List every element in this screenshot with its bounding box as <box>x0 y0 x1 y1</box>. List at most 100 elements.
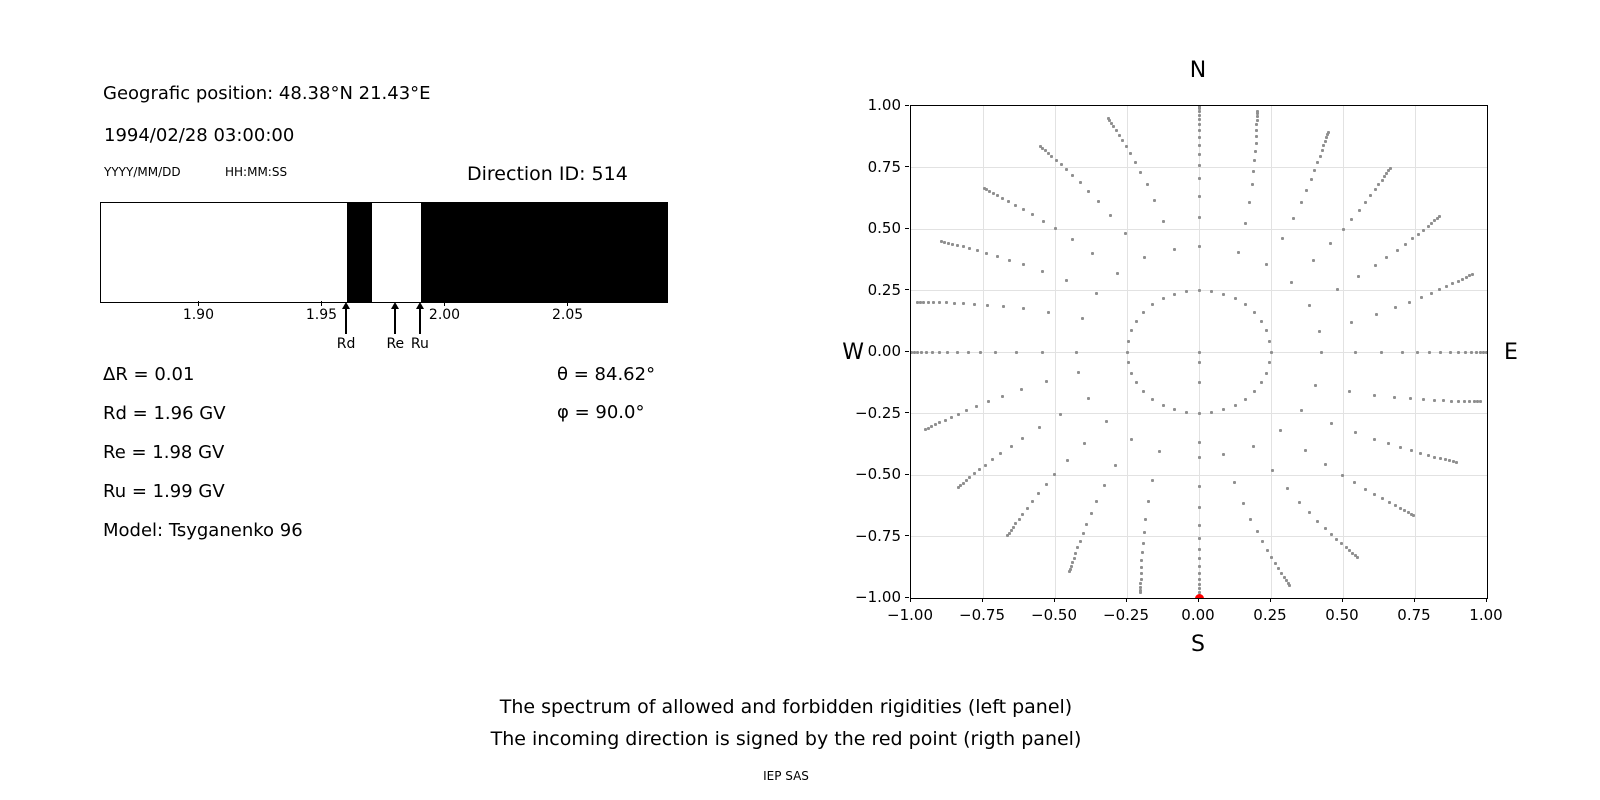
asymptotic-direction-dot <box>1197 587 1201 591</box>
asymptotic-direction-dot <box>1363 487 1367 491</box>
forbidden-rigidity-band <box>347 203 372 302</box>
inner-ring-dot <box>1184 411 1188 415</box>
asymptotic-direction-dot <box>1432 398 1436 402</box>
x-tick-label: −0.75 <box>959 606 1005 624</box>
asymptotic-direction-dot <box>1324 136 1328 140</box>
asymptotic-direction-dot <box>1309 177 1313 181</box>
asymptotic-direction-dot <box>1020 388 1024 392</box>
asymptotic-direction-dot <box>1285 486 1289 490</box>
asymptotic-direction-dot <box>1140 559 1144 563</box>
asymptotic-direction-dot <box>961 481 965 485</box>
asymptotic-direction-dot <box>1403 242 1407 246</box>
asymptotic-direction-dot <box>1324 462 1328 466</box>
spectrum-tick-label: 2.00 <box>428 307 461 323</box>
asymptotic-direction-dot <box>1145 182 1149 186</box>
asymptotic-direction-dot <box>1357 208 1361 212</box>
asymptotic-direction-dot <box>1197 455 1201 459</box>
asymptotic-direction-dot <box>1350 320 1354 324</box>
spectrum-tick-mark <box>444 301 446 306</box>
y-tick-label: −1.00 <box>855 588 901 606</box>
forbidden-rigidity-band <box>420 203 667 302</box>
asymptotic-direction-dot <box>1139 591 1143 595</box>
asymptotic-direction-dot <box>1470 273 1474 277</box>
asymptotic-direction-dot <box>1395 248 1399 252</box>
asymptotic-direction-dot <box>1042 219 1046 223</box>
y-tick-label: 0.50 <box>867 219 901 237</box>
asymptotic-direction-dot <box>1320 350 1324 354</box>
asymptotic-direction-dot <box>978 468 982 472</box>
inner-ring-dot <box>1161 297 1165 301</box>
x-tick-label: 0.25 <box>1253 606 1287 624</box>
asymptotic-direction-dot <box>1066 458 1070 462</box>
asymptotic-direction-dot <box>1031 213 1035 217</box>
asymptotic-direction-dot <box>1385 256 1389 260</box>
asymptotic-direction-dot <box>1469 350 1473 354</box>
asymptotic-direction-dot <box>1255 128 1259 132</box>
x-tick-mark <box>1053 598 1055 602</box>
asymptotic-direction-dot <box>1407 300 1411 304</box>
asymptotic-direction-dot <box>1329 532 1333 536</box>
asymptotic-direction-dot <box>1124 145 1128 149</box>
asymptotic-direction-dot <box>957 412 961 416</box>
asymptotic-direction-dot <box>1398 506 1402 510</box>
asymptotic-direction-dot <box>1388 166 1392 170</box>
asymptotic-direction-dot <box>1096 200 1100 204</box>
asymptotic-direction-dot <box>987 400 991 404</box>
asymptotic-direction-dot <box>1022 307 1025 311</box>
asymptotic-direction-dot <box>1040 350 1044 354</box>
asymptotic-direction-dot <box>1374 312 1378 316</box>
asymptotic-direction-dot <box>1300 408 1304 412</box>
asymptotic-direction-dot <box>1445 285 1449 289</box>
asymptotic-direction-dot <box>1197 557 1201 561</box>
y-tick-label: 1.00 <box>867 96 901 114</box>
asymptotic-direction-dot <box>1236 250 1240 254</box>
asymptotic-direction-dot <box>984 463 988 467</box>
asymptotic-direction-dot <box>931 300 935 304</box>
asymptotic-direction-dot <box>979 350 983 354</box>
asymptotic-direction-dot <box>1011 526 1015 530</box>
y-tick-mark <box>905 289 909 290</box>
asymptotic-direction-dot <box>1058 413 1062 417</box>
asymptotic-direction-dot <box>1007 531 1011 535</box>
inner-ring-dot <box>1252 390 1256 394</box>
asymptotic-direction-dot <box>1021 436 1025 440</box>
asymptotic-direction-dot <box>1162 219 1166 223</box>
x-tick-label: 0.50 <box>1325 606 1359 624</box>
asymptotic-direction-dot <box>1197 484 1201 488</box>
asymptotic-direction-dot <box>1373 437 1377 441</box>
inner-ring-dot <box>1129 329 1133 333</box>
asymptotic-direction-dot <box>1270 468 1274 472</box>
asymptotic-direction-dot <box>1372 393 1376 397</box>
asymptotic-direction-dot <box>943 240 947 244</box>
asymptotic-direction-dot <box>955 350 959 354</box>
asymptotic-direction-dot <box>1439 457 1443 461</box>
asymptotic-direction-dot <box>1409 512 1413 516</box>
asymptotic-direction-dot <box>946 350 950 354</box>
asymptotic-direction-dot <box>1255 529 1259 533</box>
asymptotic-direction-dot <box>1068 570 1072 574</box>
cutoff-marker-arrowhead <box>342 302 351 309</box>
asymptotic-direction-dot <box>1103 484 1107 488</box>
asymptotic-direction-dot <box>1001 394 1005 398</box>
asymptotic-direction-dot <box>1474 350 1478 354</box>
geographic-position-text: Geografic position: 48.38°N 21.43°E <box>103 83 431 104</box>
asymptotic-direction-dot <box>1124 232 1128 235</box>
inner-ring-dot <box>1265 371 1269 375</box>
asymptotic-direction-dot <box>1373 188 1377 192</box>
asymptotic-direction-dot <box>1001 196 1005 200</box>
rigidity-info-line: ΔR = 0.01 <box>103 364 195 385</box>
asymptotic-direction-dot <box>1340 542 1344 546</box>
asymptotic-direction-dot <box>1064 279 1068 283</box>
asymptotic-direction-dot <box>1380 350 1384 354</box>
x-tick-mark <box>1125 598 1127 602</box>
asymptotic-direction-dot <box>1380 497 1384 501</box>
asymptotic-direction-dot <box>1121 138 1125 142</box>
asymptotic-direction-dot <box>1482 350 1486 354</box>
asymptotic-direction-dot <box>950 242 954 246</box>
theta-angle-text: θ = 84.62° <box>557 364 656 385</box>
asymptotic-direction-dot <box>1478 350 1482 354</box>
inner-ring-dot <box>1259 319 1263 323</box>
asymptotic-direction-dot <box>1043 149 1047 153</box>
asymptotic-direction-dot <box>1451 282 1455 286</box>
asymptotic-direction-dot <box>1307 511 1311 515</box>
